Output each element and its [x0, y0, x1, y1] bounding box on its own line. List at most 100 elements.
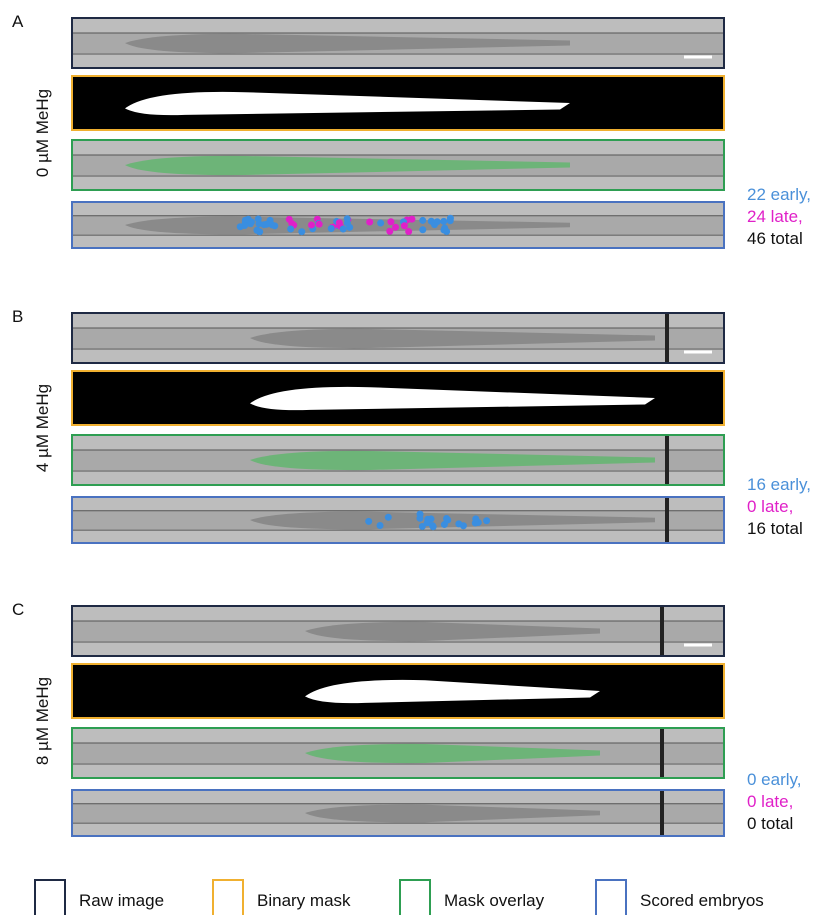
embryo-dot: [418, 522, 426, 530]
embryo-dot: [377, 219, 385, 227]
embryo-dot: [285, 215, 293, 223]
embryo-dot: [440, 217, 448, 225]
legend-label: Binary mask: [257, 891, 351, 910]
embryo-dot: [386, 227, 394, 235]
legend-swatch: [595, 879, 627, 917]
embryo-dot: [387, 218, 395, 226]
embryo-dot: [392, 223, 400, 231]
image-panel: [71, 605, 725, 657]
embryo-dot: [335, 219, 343, 227]
image-panel: [71, 139, 725, 191]
mask: [305, 679, 600, 704]
legend-label: Mask overlay: [444, 891, 545, 910]
image-panel: [71, 434, 725, 486]
image-frame: [71, 17, 725, 69]
embryo-dot: [405, 227, 413, 235]
panel-label: B: [12, 307, 23, 326]
channel-wall: [660, 728, 664, 778]
worm: [305, 804, 600, 823]
legend-label: Scored embryos: [640, 891, 764, 910]
embryo-dot: [483, 517, 491, 525]
embryo-dot: [298, 228, 306, 236]
count-text: 16 total: [747, 519, 803, 538]
mask: [125, 91, 570, 116]
panel-label: A: [12, 12, 24, 31]
image-frame: [71, 496, 725, 544]
channel-wall: [665, 497, 669, 543]
embryo-dot: [366, 218, 374, 226]
embryo-dot: [315, 220, 323, 228]
embryo-dot: [236, 223, 244, 231]
image-frame: [71, 312, 725, 364]
image-frame: [71, 139, 725, 191]
image-panel: [71, 496, 725, 544]
embryo-dot: [307, 221, 315, 229]
embryo-dot: [443, 515, 451, 523]
embryo-dot: [416, 510, 424, 518]
channel-wall: [665, 435, 669, 485]
embryo-dot: [419, 226, 427, 234]
legend-label: Raw image: [79, 891, 164, 910]
worm: [250, 511, 655, 530]
worm: [125, 155, 570, 176]
image-frame: [71, 370, 725, 426]
image-frame: [71, 727, 725, 779]
channel-wall: [660, 606, 664, 656]
count-text: 16 early,: [747, 475, 811, 494]
worm: [125, 33, 570, 54]
channel-wall: [660, 790, 664, 836]
legend-swatch: [34, 879, 66, 917]
image-frame: [71, 201, 725, 249]
embryo-dot: [455, 520, 463, 528]
count-text: 0 late,: [747, 792, 793, 811]
image-panel: [71, 370, 725, 426]
embryo-dot: [429, 523, 437, 531]
embryo-dot: [433, 218, 441, 226]
condition-label: 8 µM MeHg: [33, 677, 52, 765]
embryo-dot: [424, 515, 432, 523]
image-panel: [71, 75, 725, 131]
mask: [250, 386, 655, 411]
count-text: 24 late,: [747, 207, 803, 226]
legend-swatch: [399, 879, 431, 917]
embryo-dot: [343, 219, 351, 227]
embryo-dot: [446, 214, 454, 222]
embryo-dot: [365, 517, 373, 525]
image-frame: [71, 663, 725, 719]
embryo-dot: [440, 521, 448, 529]
embryo-dot: [427, 217, 435, 225]
worm: [250, 328, 655, 349]
embryo-dot: [260, 221, 268, 229]
legend-swatch: [212, 879, 244, 917]
worm: [305, 621, 600, 642]
image-panel: [71, 727, 725, 779]
count-text: 46 total: [747, 229, 803, 248]
embryo-dot: [266, 216, 274, 224]
embryo-dot: [339, 225, 347, 233]
embryo-dot: [287, 225, 295, 233]
count-text: 0 early,: [747, 770, 802, 789]
count-text: 0 late,: [747, 497, 793, 516]
embryo-dot: [253, 226, 261, 234]
embryo-dot: [247, 218, 255, 226]
image-panel: [71, 201, 725, 249]
embryo-dot: [419, 216, 427, 224]
embryo-dot: [254, 215, 262, 223]
embryo-dot: [471, 519, 479, 527]
worm: [250, 450, 655, 471]
image-panel: [71, 17, 725, 69]
worm: [305, 743, 600, 764]
embryo-dot: [400, 222, 408, 230]
image-panel: [71, 663, 725, 719]
channel-wall: [665, 313, 669, 363]
embryo-dot: [441, 224, 449, 232]
image-panel: [71, 789, 725, 837]
image-frame: [71, 434, 725, 486]
embryo-dot: [384, 513, 392, 521]
embryo-dot: [327, 225, 335, 233]
condition-label: 0 µM MeHg: [33, 89, 52, 177]
count-text: 22 early,: [747, 185, 811, 204]
condition-label: 4 µM MeHg: [33, 384, 52, 472]
image-frame: [71, 605, 725, 657]
